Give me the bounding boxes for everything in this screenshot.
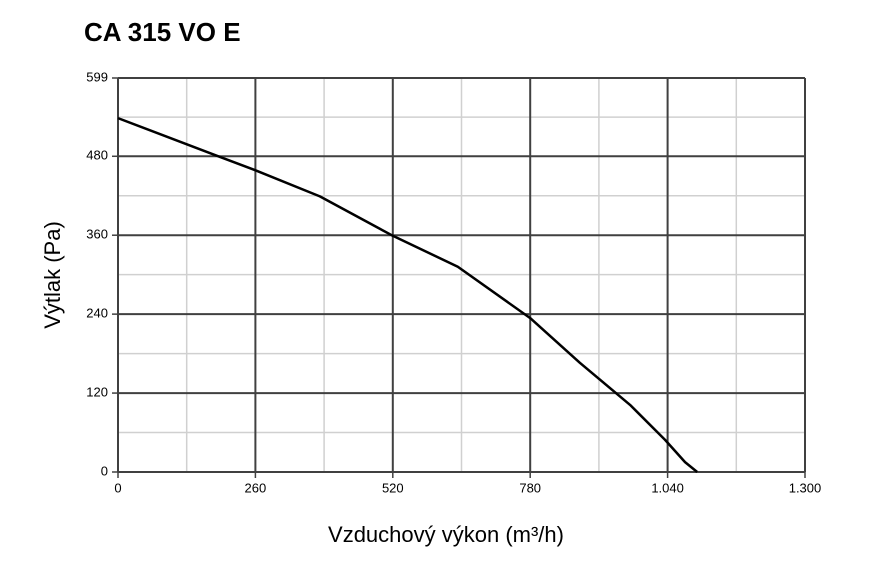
y-tick-label: 599 [86,69,108,84]
chart-title: CA 315 VO E [84,17,241,47]
y-tick-label: 240 [86,306,108,321]
y-tick-label: 0 [101,463,108,478]
x-tick-label: 1.300 [789,480,822,495]
x-tick-label: 1.040 [651,480,684,495]
x-tick-label: 780 [519,480,541,495]
y-tick-label: 480 [86,148,108,163]
x-axis-label: Vzduchový výkon (m³/h) [328,522,564,547]
line-series [117,116,698,473]
x-tick-label: 0 [114,480,121,495]
y-tick-label: 360 [86,227,108,242]
y-axis-label: Výtlak (Pa) [40,221,65,329]
y-tick-label: 120 [86,385,108,400]
x-tick-label: 520 [382,480,404,495]
x-tick-label: 260 [245,480,267,495]
